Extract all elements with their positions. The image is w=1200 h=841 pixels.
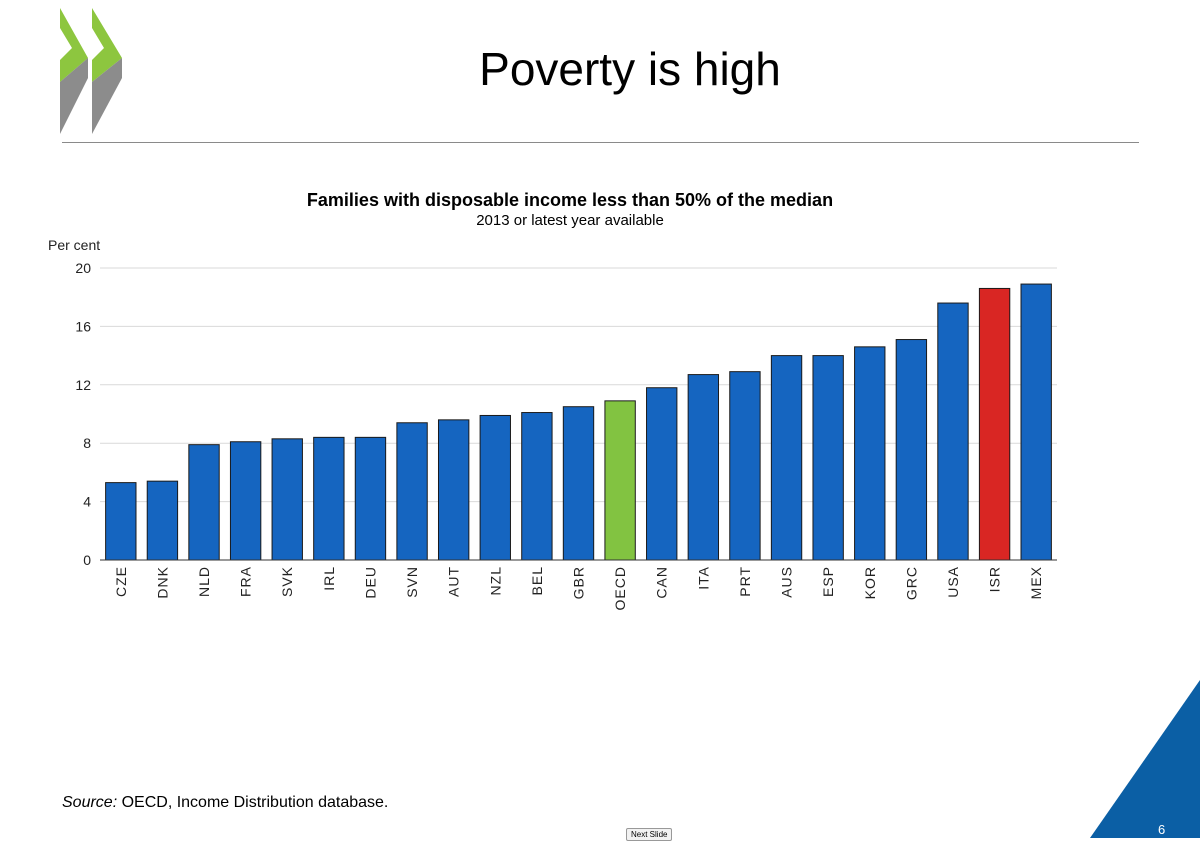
bar-cze <box>105 482 137 561</box>
x-tick-label: AUT <box>446 566 462 597</box>
y-axis-label: Per cent <box>48 237 100 253</box>
bar-kor <box>854 346 886 561</box>
x-tick-label: SVK <box>279 566 295 597</box>
bar-isr <box>978 287 1011 561</box>
x-tick-label: OECD <box>612 566 628 610</box>
bar-dnk <box>146 480 179 561</box>
bar-deu <box>354 436 387 561</box>
slide-title: Poverty is high <box>479 43 781 95</box>
source-label: Source: <box>62 794 118 811</box>
bar-fra <box>229 441 262 561</box>
x-tick-label: PRT <box>737 566 753 597</box>
title-divider <box>62 142 1139 143</box>
x-tick-label: AUS <box>779 566 795 598</box>
x-tick-label: ESP <box>820 566 836 597</box>
x-tick-label: IRL <box>321 566 337 591</box>
next-slide-button[interactable]: Next Slide <box>626 828 673 841</box>
x-tick-label: GRC <box>903 566 919 600</box>
bar-irl <box>313 436 345 561</box>
corner-decoration <box>1090 680 1200 838</box>
y-tick-label: 0 <box>83 552 91 568</box>
x-tick-label: ISR <box>987 566 1003 592</box>
y-tick-label: 4 <box>83 494 91 510</box>
x-tick-label: USA <box>945 566 961 598</box>
bar-mex <box>1020 283 1052 561</box>
x-tick-label: FRA <box>238 566 254 597</box>
page-number: 6 <box>1158 822 1166 837</box>
x-tick-label: KOR <box>862 566 878 599</box>
bar-svk <box>271 438 303 561</box>
logo-chevron-right-gray <box>92 58 122 134</box>
bar-ita <box>687 374 720 561</box>
bar-oecd <box>604 400 636 561</box>
bar-usa <box>937 302 969 561</box>
bar-esp <box>812 355 844 561</box>
bar-aut <box>437 419 470 561</box>
oecd-logo <box>60 8 122 134</box>
bar-gbr <box>562 406 595 561</box>
x-tick-label: DEU <box>362 566 378 599</box>
x-tick-label: NZL <box>487 566 503 595</box>
x-tick-label: DNK <box>154 566 170 599</box>
bar-nld <box>188 444 220 561</box>
bar-bel <box>521 412 553 561</box>
x-tick-label: MEX <box>1028 566 1044 599</box>
x-tick-label: CZE <box>113 566 129 597</box>
source-text: OECD, Income Distribution database. <box>117 794 389 811</box>
x-tick-label: SVN <box>404 566 420 598</box>
chart-subtitle: 2013 or latest year available <box>476 212 664 229</box>
x-tick-label: ITA <box>695 566 711 590</box>
x-tick-label: CAN <box>654 566 670 599</box>
bar-nzl <box>479 414 511 561</box>
bar-aus <box>770 355 803 561</box>
x-tick-label: GBR <box>571 566 587 599</box>
bar-can <box>646 387 678 561</box>
bar-prt <box>729 371 761 561</box>
bar-svn <box>396 422 428 561</box>
bar-grc <box>895 339 928 561</box>
chart-title: Families with disposable income less tha… <box>306 190 834 210</box>
logo-chevron-left-gray <box>60 58 88 134</box>
y-tick-label: 12 <box>75 377 91 393</box>
source-note: Source: OECD, Income Distribution databa… <box>62 794 388 812</box>
y-tick-label: 20 <box>75 260 91 276</box>
x-tick-label: NLD <box>196 566 212 597</box>
logo-chevron-left-green <box>60 8 88 82</box>
y-tick-label: 8 <box>83 435 91 451</box>
y-tick-label: 16 <box>75 318 91 334</box>
logo-chevron-right-green <box>92 8 122 82</box>
x-tick-label: BEL <box>529 566 545 595</box>
